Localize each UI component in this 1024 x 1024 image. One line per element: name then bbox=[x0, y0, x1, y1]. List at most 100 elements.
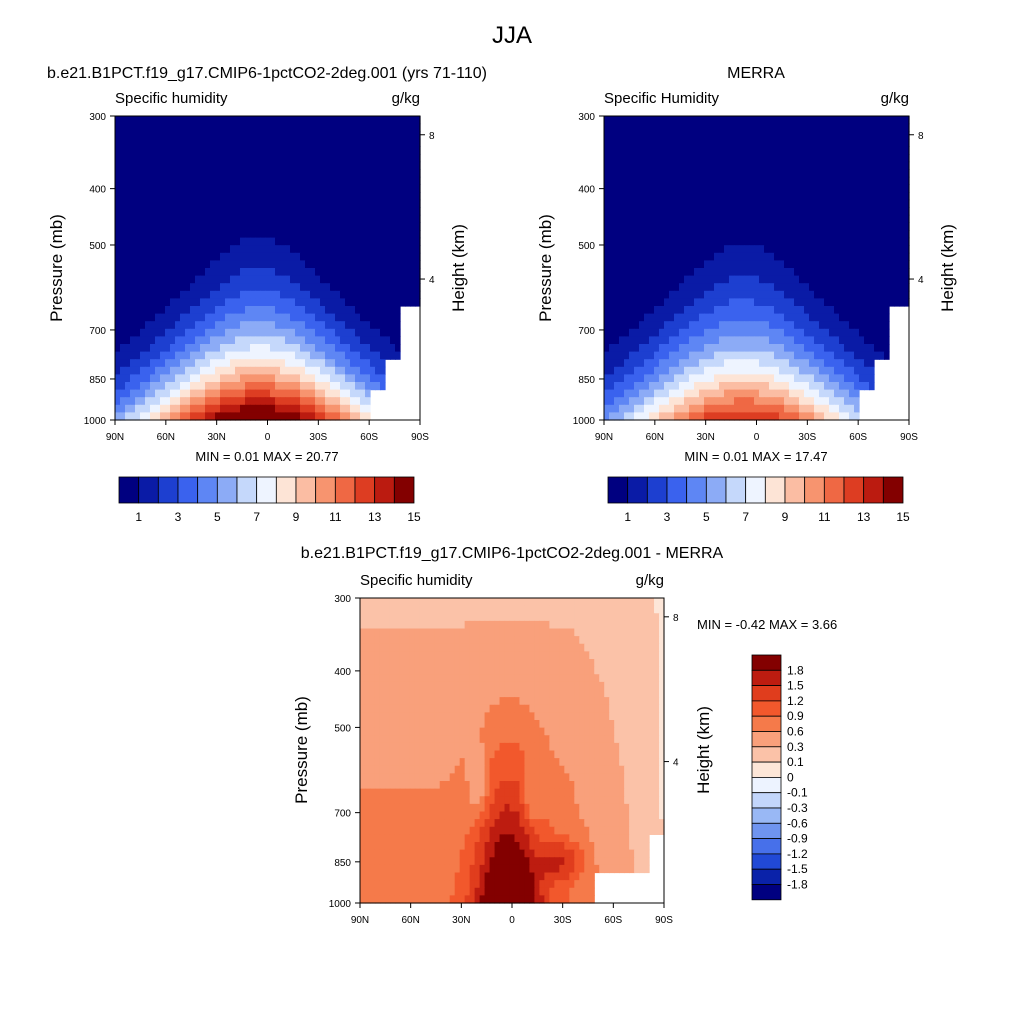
field-cell bbox=[330, 184, 336, 193]
field-cell bbox=[764, 131, 770, 140]
field-cell bbox=[839, 389, 845, 398]
field-cell bbox=[874, 192, 880, 201]
field-cell bbox=[849, 374, 855, 383]
field-cell bbox=[130, 245, 136, 254]
field-cell bbox=[295, 245, 301, 254]
field-cell bbox=[654, 214, 660, 223]
field-cell bbox=[869, 116, 875, 125]
field-cell bbox=[889, 283, 895, 292]
field-cell bbox=[774, 336, 780, 345]
field-cell bbox=[155, 116, 161, 125]
field-cell bbox=[185, 412, 191, 421]
field-cell bbox=[330, 389, 336, 398]
field-cell bbox=[749, 328, 755, 337]
field-cell bbox=[654, 359, 660, 368]
field-cell bbox=[754, 313, 760, 322]
field-cell bbox=[370, 154, 376, 163]
field-cell bbox=[190, 184, 196, 193]
field-cell bbox=[365, 351, 371, 360]
field-cell bbox=[814, 192, 820, 201]
field-cell bbox=[624, 131, 630, 140]
field-cell bbox=[739, 199, 745, 208]
field-cell bbox=[694, 237, 700, 246]
field-cell bbox=[230, 245, 236, 254]
field-cell bbox=[679, 389, 685, 398]
field-cell bbox=[210, 374, 216, 383]
field-cell bbox=[185, 366, 191, 375]
field-cell bbox=[784, 245, 790, 254]
field-cell bbox=[125, 116, 131, 125]
field-cell bbox=[170, 222, 176, 231]
field-cell bbox=[290, 336, 296, 345]
field-cell bbox=[799, 230, 805, 239]
field-cell bbox=[709, 245, 715, 254]
field-cell bbox=[749, 192, 755, 201]
field-cell bbox=[869, 382, 875, 391]
field-cell bbox=[869, 131, 875, 140]
field-cell bbox=[125, 404, 131, 413]
field-cell bbox=[205, 374, 211, 383]
field-cell bbox=[804, 237, 810, 246]
colorbar-swatch bbox=[197, 476, 218, 504]
field-cell bbox=[285, 161, 291, 170]
field-cell bbox=[684, 138, 690, 147]
field-cell bbox=[170, 123, 176, 132]
field-cell bbox=[360, 404, 366, 413]
field-cell bbox=[669, 412, 675, 421]
field-cell bbox=[619, 268, 625, 277]
field-cell bbox=[829, 404, 835, 413]
field-cell bbox=[265, 313, 271, 322]
field-cell bbox=[235, 389, 241, 398]
field-cell bbox=[664, 214, 670, 223]
field-cell bbox=[160, 397, 166, 406]
field-cell bbox=[709, 344, 715, 353]
field-cell bbox=[290, 306, 296, 315]
field-cell bbox=[729, 389, 735, 398]
field-cell bbox=[360, 306, 366, 315]
field-cell bbox=[310, 359, 316, 368]
field-cell bbox=[679, 199, 685, 208]
field-cell bbox=[724, 260, 730, 269]
field-cell bbox=[215, 230, 221, 239]
field-cell bbox=[365, 382, 371, 391]
field-cell bbox=[689, 230, 695, 239]
field-cell bbox=[889, 116, 895, 125]
field-cell bbox=[754, 283, 760, 292]
field-cell bbox=[215, 404, 221, 413]
field-cell bbox=[694, 283, 700, 292]
field-cell bbox=[724, 366, 730, 375]
field-cell bbox=[884, 207, 890, 216]
field-cell bbox=[165, 412, 171, 421]
field-cell bbox=[664, 306, 670, 315]
field-cell bbox=[190, 359, 196, 368]
field-cell bbox=[414, 605, 421, 614]
field-cell bbox=[300, 397, 306, 406]
field-cell bbox=[674, 192, 680, 201]
field-cell bbox=[894, 146, 900, 155]
field-cell bbox=[265, 412, 271, 421]
field-cell bbox=[904, 176, 910, 185]
field-cell bbox=[315, 116, 321, 125]
colorbar-swatch bbox=[725, 476, 747, 504]
field-cell bbox=[614, 131, 620, 140]
field-cell bbox=[265, 351, 271, 360]
field-cell bbox=[230, 389, 236, 398]
field-cell bbox=[355, 412, 361, 421]
field-cell bbox=[385, 283, 391, 292]
field-cell bbox=[115, 260, 121, 269]
field-cell bbox=[185, 397, 191, 406]
field-cell bbox=[295, 237, 301, 246]
field-cell bbox=[794, 306, 800, 315]
field-cell bbox=[744, 161, 750, 170]
field-cell bbox=[175, 389, 181, 398]
field-cell bbox=[115, 184, 121, 193]
field-cell bbox=[619, 389, 625, 398]
field-cell bbox=[874, 214, 880, 223]
field-cell bbox=[649, 138, 655, 147]
field-cell bbox=[859, 192, 865, 201]
field-cell bbox=[175, 397, 181, 406]
field-cell bbox=[674, 230, 680, 239]
field-cell bbox=[115, 214, 121, 223]
field-cell bbox=[884, 146, 890, 155]
field-cell bbox=[494, 598, 501, 607]
